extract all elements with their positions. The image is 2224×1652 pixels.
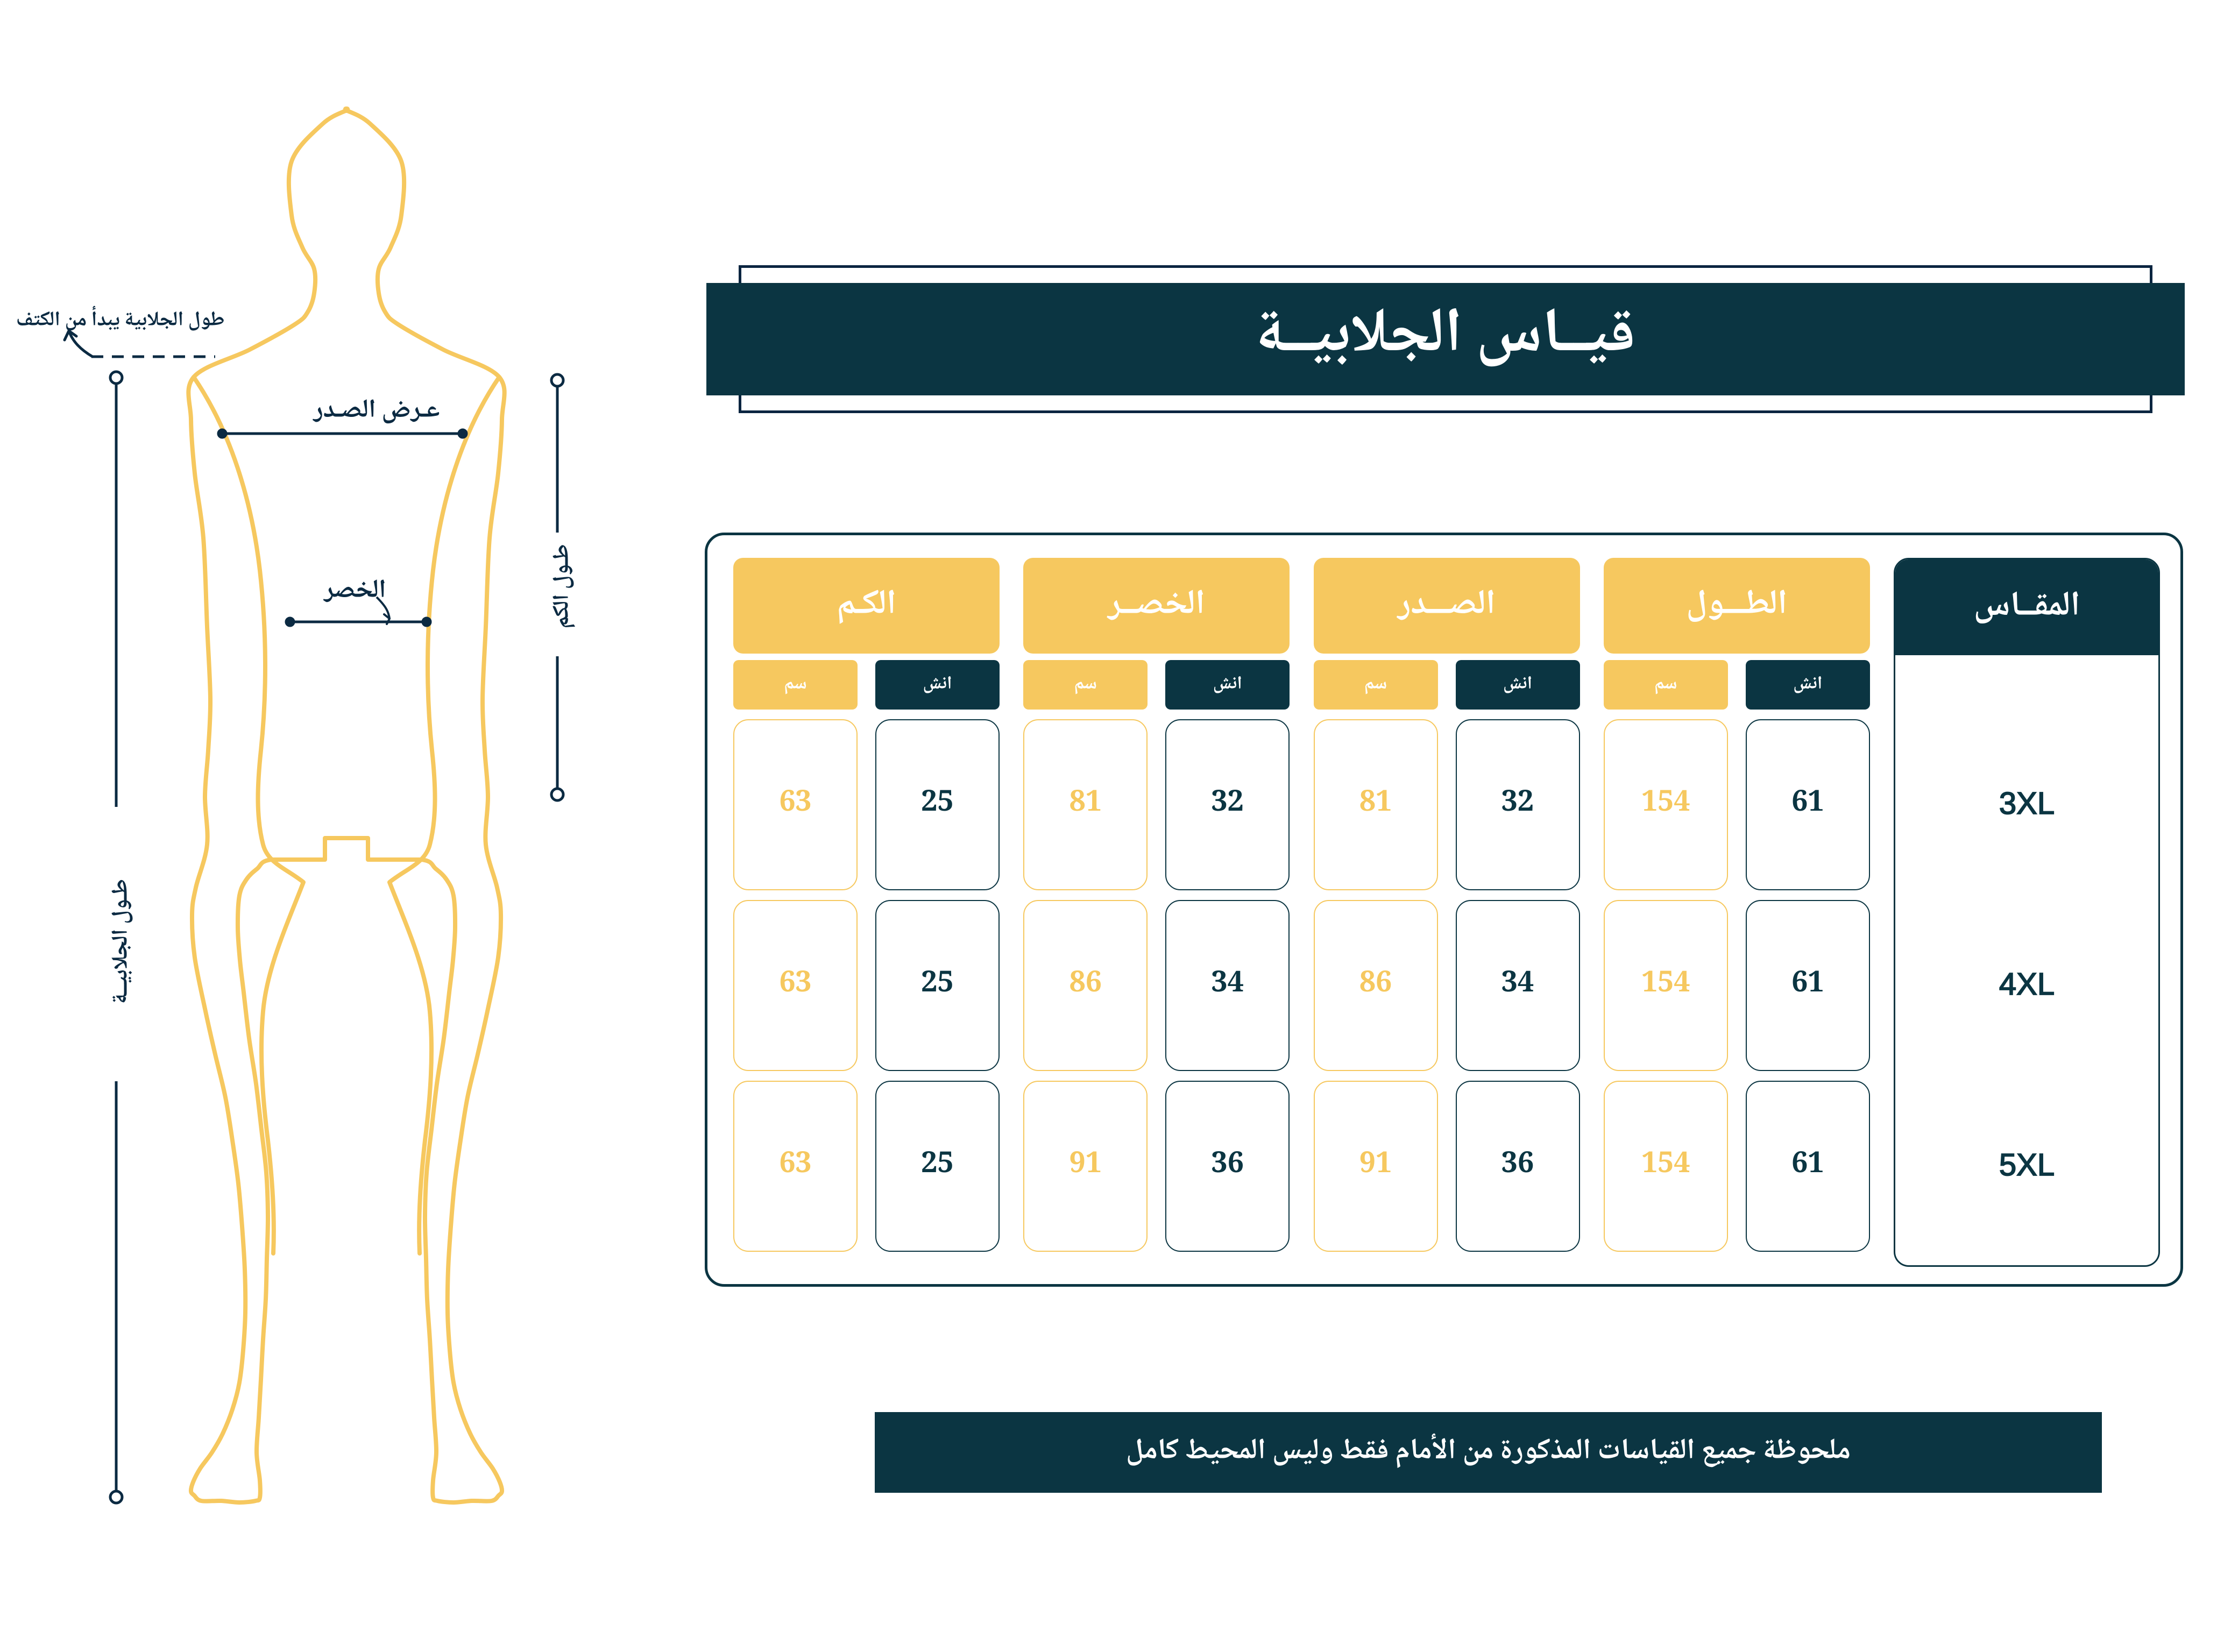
- svg-text:طـول الجلابيــة: طـول الجلابيــة: [103, 879, 141, 1004]
- svg-text:طـول الكم: طـول الكم: [544, 544, 583, 628]
- svg-text:عـرض الصـدر: عـرض الصـدر: [313, 390, 440, 434]
- svg-text:الخصر: الخصر: [323, 570, 386, 614]
- svg-text:طول الجلابية يبدأ من الكتف: طول الجلابية يبدأ من الكتف: [16, 304, 225, 339]
